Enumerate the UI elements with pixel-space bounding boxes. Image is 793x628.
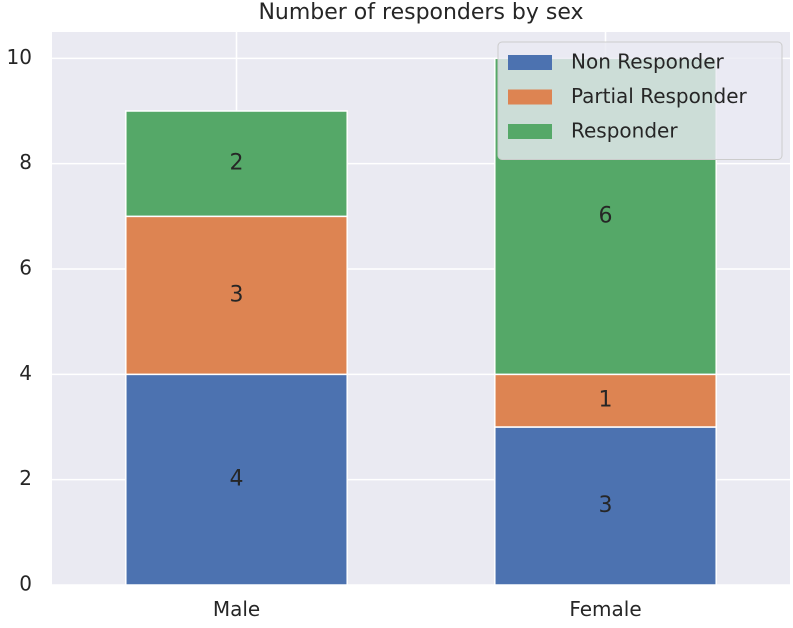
bar-data-label: 6: [599, 203, 613, 228]
y-tick-label: 6: [19, 256, 32, 280]
legend-swatch: [508, 55, 552, 70]
y-tick-label: 2: [19, 466, 32, 490]
legend-label: Responder: [571, 119, 678, 143]
bar-data-label: 1: [599, 388, 613, 413]
bars: [125, 57, 717, 586]
y-tick-label: 8: [19, 150, 32, 174]
bar-data-label: 2: [230, 151, 244, 176]
legend-swatch: [508, 124, 552, 139]
legend-label: Non Responder: [571, 50, 725, 74]
x-tick-label: Female: [569, 597, 641, 621]
bar-segment: [494, 426, 717, 586]
x-axis-ticks: Male Female: [213, 597, 642, 621]
bar-data-label: 3: [599, 493, 613, 518]
bar-segment: [125, 373, 348, 586]
y-tick-label: 4: [19, 361, 32, 385]
legend-swatch: [508, 89, 552, 105]
bar-segment: [494, 373, 717, 428]
legend-label: Partial Responder: [571, 84, 748, 108]
y-axis-ticks: 0 2 4 6 8 10: [7, 45, 32, 596]
y-tick-label: 0: [19, 572, 32, 596]
bar-data-label: 4: [230, 467, 244, 492]
x-tick-label: Male: [213, 597, 260, 621]
bar-segment: [125, 215, 348, 376]
bar-segment: [125, 110, 348, 218]
chart-title: Number of responders by sex: [258, 0, 583, 25]
legend-box: [497, 41, 783, 160]
segment-labels: 4 3 2 3 1 6: [230, 151, 613, 518]
y-tick-label: 10: [7, 45, 32, 69]
bar-data-label: 3: [230, 282, 244, 307]
legend: Non Responder Partial Responder Responder: [497, 41, 783, 160]
